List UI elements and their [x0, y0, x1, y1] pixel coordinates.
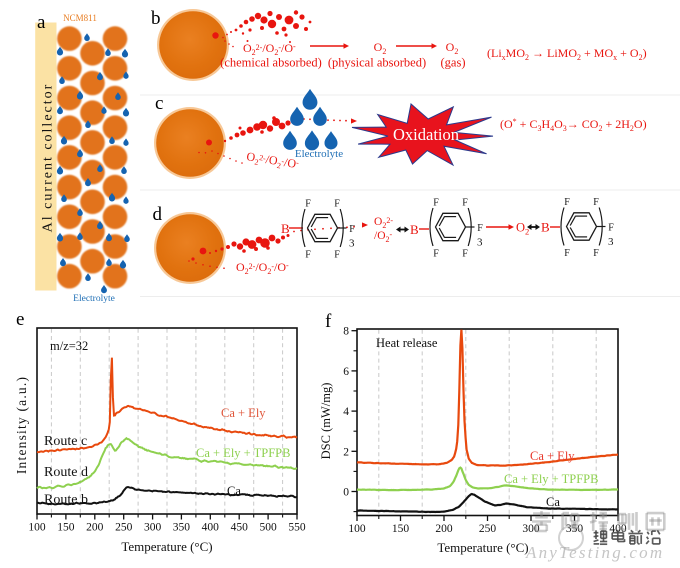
svg-text:F: F: [593, 197, 599, 208]
svg-text:(chemical absorbed): (chemical absorbed): [220, 56, 322, 70]
svg-text:AnyTesting.com: AnyTesting.com: [525, 543, 664, 562]
svg-text:Temperature (°C): Temperature (°C): [121, 539, 212, 554]
svg-text:350: 350: [173, 522, 191, 534]
svg-text:f: f: [325, 311, 332, 332]
svg-text:100: 100: [28, 522, 46, 534]
svg-text:e: e: [16, 309, 24, 330]
svg-text:NCM811: NCM811: [63, 13, 97, 23]
svg-text:m/z=32: m/z=32: [50, 339, 88, 353]
svg-text:F: F: [564, 197, 570, 208]
svg-text:Ca + Ely + TPFPB: Ca + Ely + TPFPB: [196, 446, 290, 460]
svg-text:B: B: [541, 220, 550, 235]
svg-text:150: 150: [392, 523, 410, 535]
svg-text:8: 8: [343, 326, 349, 338]
svg-text:F: F: [334, 199, 340, 210]
svg-text:DSC (mW/mg): DSC (mW/mg): [319, 383, 333, 460]
svg-text:(gas): (gas): [441, 56, 466, 70]
svg-text:Electrolyte: Electrolyte: [73, 294, 115, 304]
svg-text:F: F: [462, 198, 468, 209]
svg-text:B: B: [281, 221, 290, 236]
svg-text:3: 3: [477, 237, 483, 249]
svg-text:F: F: [608, 222, 614, 233]
svg-text:F: F: [349, 224, 355, 235]
svg-text:300: 300: [522, 523, 540, 535]
svg-text:(O* + C3H4O3→ CO2 + 2H2O): (O* + C3H4O3→ CO2 + 2H2O): [500, 117, 647, 133]
svg-text:F: F: [433, 249, 439, 260]
svg-text:F: F: [334, 250, 340, 261]
svg-text:Ca: Ca: [546, 495, 560, 509]
svg-text:100: 100: [348, 523, 366, 535]
svg-text:0: 0: [343, 487, 349, 499]
svg-text:B: B: [410, 222, 419, 237]
svg-text:F: F: [593, 248, 599, 259]
svg-text:3: 3: [349, 238, 355, 250]
svg-text:b: b: [151, 8, 161, 29]
svg-text:F: F: [305, 199, 311, 210]
svg-text:150: 150: [57, 522, 75, 534]
svg-text:3: 3: [608, 236, 614, 248]
svg-text:Ca: Ca: [227, 484, 241, 498]
svg-text:6: 6: [343, 366, 349, 378]
svg-text:2: 2: [343, 446, 349, 458]
svg-text:Heat release: Heat release: [376, 336, 438, 350]
svg-text:d: d: [153, 204, 163, 225]
svg-text:Route c: Route c: [44, 434, 87, 449]
svg-text:F: F: [564, 248, 570, 259]
svg-text:250: 250: [115, 522, 133, 534]
svg-text:400: 400: [202, 522, 220, 534]
svg-text:Ca + Ely + TPFPB: Ca + Ely + TPFPB: [504, 472, 598, 486]
svg-text:(LixMO2 → LiMO2 + MOx + O2): (LixMO2 → LiMO2 + MOx + O2): [487, 46, 647, 62]
svg-text:500: 500: [259, 522, 277, 534]
svg-text:F: F: [477, 223, 483, 234]
svg-text:F: F: [462, 249, 468, 260]
svg-text:Intensity (a.u.): Intensity (a.u.): [14, 376, 29, 474]
svg-text:Route d: Route d: [44, 465, 88, 480]
svg-text:Ca + Ely: Ca + Ely: [221, 406, 266, 420]
svg-text:300: 300: [144, 522, 162, 534]
svg-text:F: F: [433, 198, 439, 209]
svg-text:Oxidation: Oxidation: [393, 125, 459, 144]
svg-text:(physical absorbed): (physical absorbed): [328, 56, 426, 70]
svg-text:F: F: [305, 250, 311, 261]
svg-text:Route b: Route b: [44, 493, 88, 508]
svg-text:Ca + Ely: Ca + Ely: [530, 449, 575, 463]
svg-text:Al current collector: Al current collector: [41, 83, 56, 233]
svg-text:4: 4: [343, 406, 349, 418]
svg-text:550: 550: [288, 522, 306, 534]
svg-text:Electrolyte: Electrolyte: [295, 148, 343, 160]
svg-text:Temperature (°C): Temperature (°C): [437, 540, 528, 555]
svg-text:450: 450: [231, 522, 249, 534]
svg-text:200: 200: [435, 523, 453, 535]
svg-text:O22-/O2-/O-: O22-/O2-/O-: [243, 41, 296, 57]
svg-text:a: a: [37, 12, 46, 33]
svg-text:200: 200: [86, 522, 104, 534]
svg-text:250: 250: [479, 523, 497, 535]
svg-text:O22-/O2-/O-: O22-/O2-/O-: [236, 260, 289, 276]
svg-text:c: c: [155, 93, 163, 114]
